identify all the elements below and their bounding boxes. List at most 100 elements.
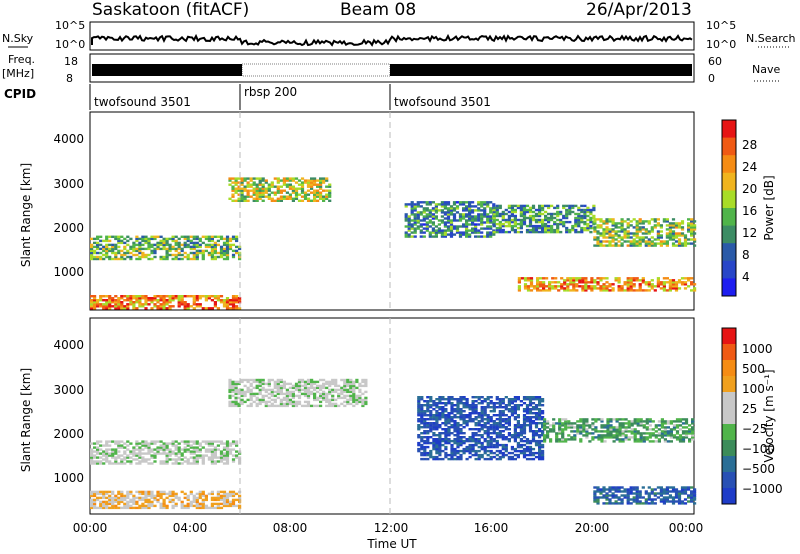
heatmap-cell [510, 398, 514, 401]
heatmap-cell [138, 450, 142, 453]
heatmap-cell [534, 430, 539, 433]
heatmap-cell [291, 189, 295, 192]
heatmap-cell [538, 218, 542, 222]
heatmap-cell [420, 439, 424, 443]
nsky-panel: N.Sky 10^5 10^0 10^5 10^0 N.Search [2, 19, 796, 51]
heatmap-cell [626, 218, 630, 221]
heatmap-cell [665, 488, 669, 491]
heatmap-cell [177, 452, 181, 455]
heatmap-cell [144, 440, 148, 443]
heatmap-cell [291, 187, 295, 190]
heatmap-cell [541, 432, 545, 435]
heatmap-cell [513, 204, 517, 208]
heatmap-cell [174, 454, 178, 457]
heatmap-cell [539, 281, 543, 284]
heatmap-cell [279, 189, 283, 192]
heatmap-cell [361, 398, 365, 402]
heatmap-cell [267, 183, 271, 186]
heatmap-cell [668, 234, 672, 237]
heatmap-cell [228, 382, 232, 386]
heatmap-cell [168, 299, 172, 302]
heatmap-cell [555, 436, 559, 439]
heatmap-cell [593, 279, 597, 282]
heatmap-cell [120, 257, 124, 261]
heatmap-cell [528, 410, 533, 413]
heatmap-cell [510, 214, 514, 218]
heatmap-cell [593, 218, 597, 221]
heatmap-cell [593, 285, 597, 288]
heatmap-cell [180, 295, 184, 298]
heatmap-cell [162, 247, 166, 251]
heatmap-cell [422, 223, 426, 226]
heatmap-cell [477, 457, 481, 461]
heatmap-cell [444, 447, 448, 451]
heatmap-cell [638, 289, 642, 292]
heatmap-cell [573, 438, 577, 441]
heatmap-cell [219, 494, 224, 498]
heatmap-cell [99, 255, 103, 259]
heatmap-cell [629, 490, 633, 493]
heatmap-cell [249, 177, 253, 180]
heatmap-cell [328, 398, 332, 402]
heatmap-cell [563, 279, 567, 282]
heatmap-cell [96, 301, 100, 304]
heatmap-cell [238, 494, 242, 498]
power-bands [90, 177, 697, 310]
heatmap-cell [306, 394, 311, 398]
heatmap-cell [423, 414, 427, 417]
heatmap-cell [609, 426, 613, 429]
heatmap-cell [526, 277, 531, 280]
heatmap-cell [174, 496, 178, 500]
heatmap-cell [192, 255, 196, 259]
heatmap-cell [195, 442, 199, 445]
heatmap-cell [165, 249, 169, 253]
heatmap-cell [270, 378, 274, 382]
heatmap-cell [313, 179, 317, 182]
heatmap-cell [635, 220, 639, 223]
heatmap-cell [129, 460, 133, 463]
heatmap-cell [165, 247, 169, 251]
heatmap-cell [90, 249, 94, 253]
heatmap-cell [210, 444, 214, 447]
heatmap-cell [141, 239, 145, 243]
heatmap-cell [285, 197, 289, 200]
heatmap-cell [455, 219, 460, 222]
heatmap-cell [144, 452, 148, 455]
heatmap-cell [480, 215, 484, 218]
heatmap-cell [235, 440, 239, 443]
heatmap-cell [240, 193, 244, 196]
heatmap-cell [443, 217, 447, 220]
heatmap-cell [316, 193, 320, 196]
heatmap-cell [541, 398, 545, 401]
heatmap-cell [534, 412, 539, 415]
heatmap-cell [615, 430, 619, 433]
heatmap-cell [644, 281, 648, 284]
heatmap-cell [453, 408, 457, 411]
heatmap-cell [462, 396, 466, 399]
heatmap-cell [554, 287, 558, 290]
heatmap-cell [489, 424, 493, 427]
heatmap-cell [99, 460, 103, 463]
heatmap-cell [599, 240, 603, 243]
heatmap-cell [310, 378, 314, 382]
heatmap-cell [611, 220, 615, 223]
heatmap-cell [117, 450, 121, 453]
velocity-frame [89, 317, 695, 515]
heatmap-cell [231, 195, 235, 198]
heatmap-cell [126, 506, 130, 510]
heatmap-cell [303, 195, 308, 198]
heatmap-cell [561, 434, 565, 437]
heatmap-cell [690, 494, 694, 497]
heatmap-cell [504, 406, 508, 409]
heatmap-cell [420, 408, 424, 411]
heatmap-cell [495, 222, 499, 226]
heatmap-cell [444, 445, 448, 449]
heatmap-cell [99, 448, 103, 451]
heatmap-cell [297, 378, 302, 382]
heatmap-cell [198, 295, 202, 298]
heatmap-cell [425, 201, 429, 204]
heatmap-cell [413, 229, 417, 232]
heatmap-cell [654, 430, 658, 433]
heatmap-cell [270, 197, 274, 200]
heatmap-cell [252, 394, 256, 398]
